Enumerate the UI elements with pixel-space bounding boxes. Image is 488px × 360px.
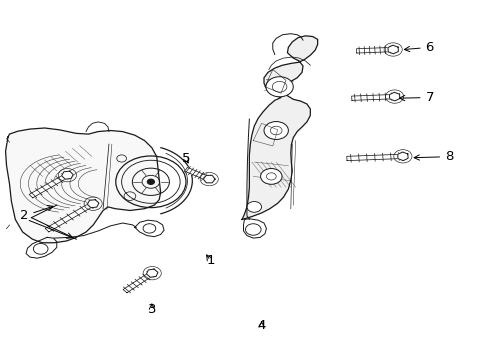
Polygon shape xyxy=(397,152,407,161)
Polygon shape xyxy=(87,200,99,208)
Text: 6: 6 xyxy=(404,41,433,54)
Circle shape xyxy=(260,168,282,184)
Text: 3: 3 xyxy=(147,303,156,316)
Polygon shape xyxy=(356,48,392,53)
Text: 4: 4 xyxy=(257,319,265,332)
Polygon shape xyxy=(387,45,398,54)
Circle shape xyxy=(245,224,261,235)
Polygon shape xyxy=(5,128,160,243)
Circle shape xyxy=(147,179,154,184)
Text: 5: 5 xyxy=(182,152,190,165)
Circle shape xyxy=(265,77,293,97)
Polygon shape xyxy=(388,92,399,101)
Polygon shape xyxy=(61,171,73,179)
Polygon shape xyxy=(123,271,154,293)
Text: 8: 8 xyxy=(413,150,452,163)
Polygon shape xyxy=(146,269,158,277)
Circle shape xyxy=(246,202,261,212)
Polygon shape xyxy=(184,167,210,181)
Text: 1: 1 xyxy=(206,254,214,267)
Polygon shape xyxy=(45,202,95,232)
Text: 2: 2 xyxy=(20,206,53,222)
Text: 7: 7 xyxy=(399,91,433,104)
Polygon shape xyxy=(203,175,215,183)
Polygon shape xyxy=(346,154,402,161)
Polygon shape xyxy=(29,174,69,198)
Polygon shape xyxy=(242,36,317,220)
Circle shape xyxy=(264,122,288,139)
Polygon shape xyxy=(351,94,394,100)
